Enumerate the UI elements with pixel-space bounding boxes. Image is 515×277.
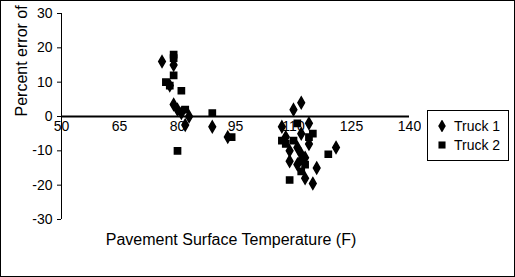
svg-text:0: 0 — [45, 108, 53, 124]
svg-text:-10: -10 — [32, 142, 52, 158]
svg-text:125: 125 — [340, 118, 364, 134]
html-text:Pavement Surface Temperature (: Pavement Surface Temperature (F) — [105, 231, 357, 248]
svg-text:10: 10 — [37, 74, 53, 90]
svg-text:-20: -20 — [32, 177, 52, 193]
svg-text:110: 110 — [282, 118, 305, 134]
svg-text:20: 20 — [37, 39, 53, 55]
svg-text:65: 65 — [112, 118, 128, 134]
html-text:Truck 2: Truck 2 — [454, 136, 501, 153]
svg-text:95: 95 — [228, 118, 244, 134]
svg-text:50: 50 — [54, 118, 70, 134]
svg-text:Percent error of GVW: Percent error of GVW — [13, 1, 30, 117]
svg-text:80: 80 — [169, 118, 186, 134]
svg-text:140: 140 — [398, 118, 421, 134]
svg-text:30: 30 — [37, 5, 53, 21]
html-text:Truck 1: Truck 1 — [454, 117, 501, 134]
svg-text:-30: -30 — [32, 211, 52, 227]
